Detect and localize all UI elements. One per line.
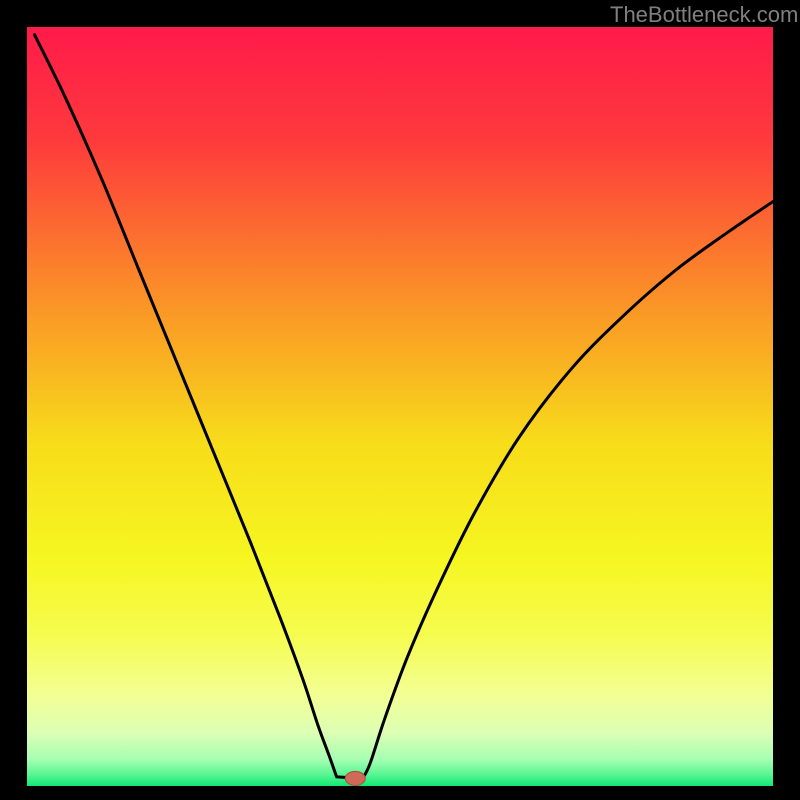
optimal-point-marker <box>345 771 365 785</box>
chart-frame: TheBottleneck.com <box>0 0 800 800</box>
watermark-text: TheBottleneck.com <box>610 2 798 28</box>
chart-svg <box>0 0 800 800</box>
